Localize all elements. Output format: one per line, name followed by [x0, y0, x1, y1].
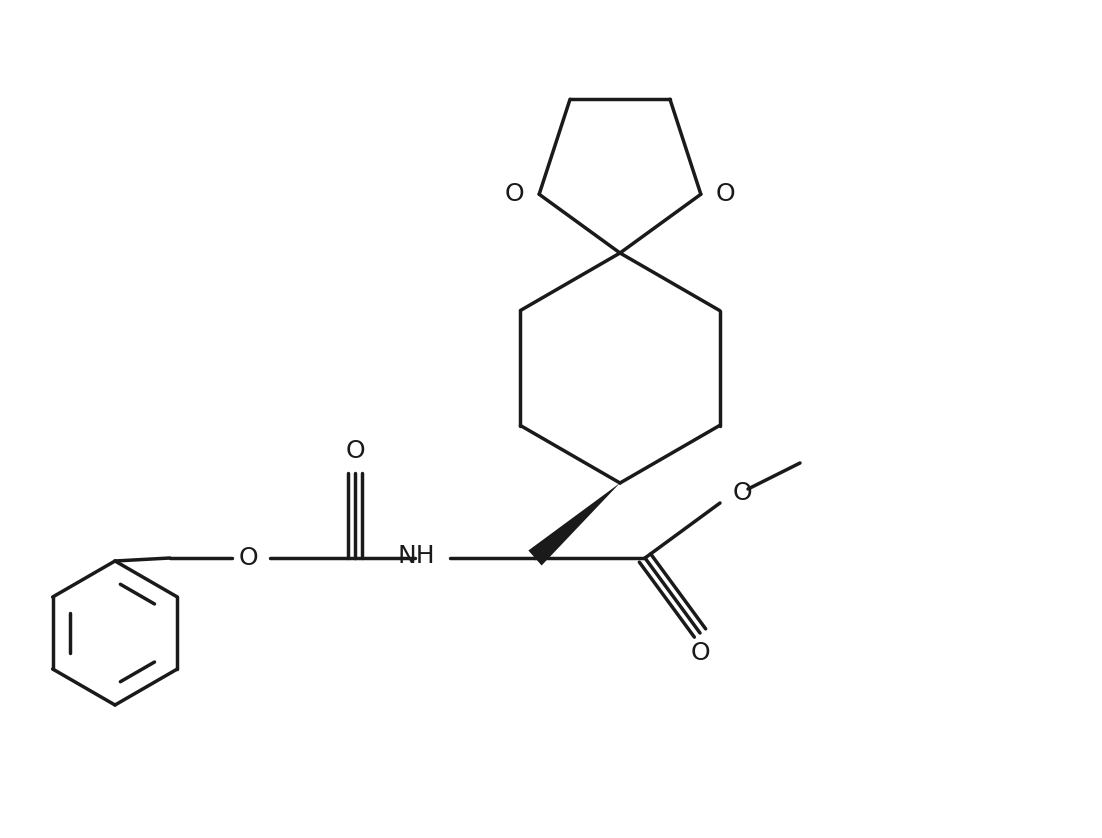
Polygon shape [528, 483, 620, 566]
Text: O: O [716, 183, 736, 206]
Text: O: O [690, 641, 710, 665]
Text: O: O [238, 546, 258, 570]
Text: O: O [345, 439, 365, 463]
Text: NH: NH [398, 544, 435, 568]
Text: O: O [732, 481, 752, 505]
Text: O: O [505, 183, 523, 206]
